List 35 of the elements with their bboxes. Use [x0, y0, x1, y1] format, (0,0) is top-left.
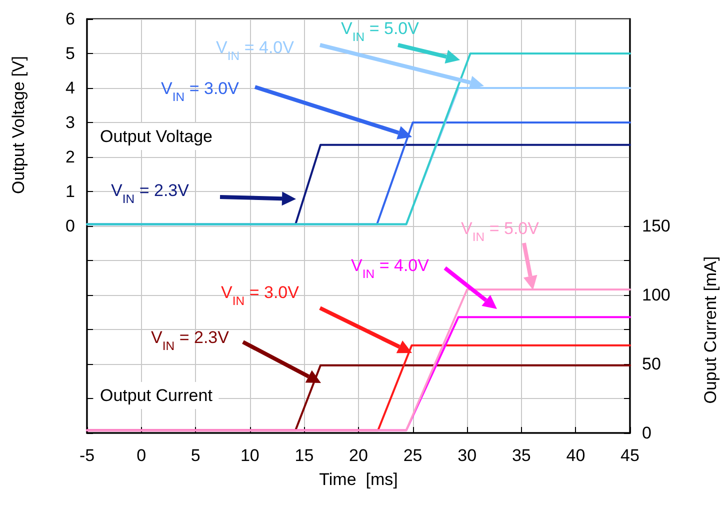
x-tick-label: 45 — [620, 446, 640, 465]
y-tick-label: 4 — [66, 78, 75, 98]
annotation: V$_{IN}$ = 4.0V — [351, 256, 430, 281]
annotation: Output Voltage — [100, 127, 212, 146]
annotation: V$_{IN}$ = 4.0V — [216, 38, 295, 63]
annotation: Output Current — [100, 386, 213, 405]
annotation: V$_{IN}$ = 3.0V — [221, 283, 300, 308]
y-tick-label: 2 — [66, 148, 75, 166]
x-tick-label: 0 — [136, 446, 146, 465]
y2-tick-label: 0 — [642, 424, 652, 442]
y2-tick-label: 100 — [642, 286, 670, 304]
annotation: V$_{IN}$ = 2.3V — [151, 328, 230, 353]
y2-axis-title: Ouput Current [mA] — [701, 256, 720, 404]
annotation: V$_{IN}$ = 5.0V — [341, 19, 420, 44]
x-axis-title: Time [ms] — [319, 470, 398, 489]
annotation: V$_{IN}$ = 3.0V — [161, 79, 240, 104]
x-tick-label: 5 — [190, 446, 200, 465]
y-tick-label: 6 — [66, 10, 75, 28]
y-tick-label: 0 — [66, 216, 75, 236]
x-tick-label: 10 — [240, 446, 260, 465]
y-tick-label: 5 — [66, 44, 75, 63]
x-tick-label: 30 — [458, 446, 477, 465]
y-tick-label: 1 — [66, 182, 75, 201]
y-axis-title: Output Voltage [V] — [9, 56, 28, 194]
annotation: V$_{IN}$ = 5.0V — [461, 219, 540, 244]
x-tick-label: 15 — [294, 446, 314, 465]
y2-tick-label: 150 — [642, 216, 670, 236]
x-tick-label: 25 — [403, 446, 422, 465]
x-tick-label: -5 — [79, 446, 95, 465]
y2-tick-label: 50 — [642, 354, 661, 374]
x-tick-label: 20 — [349, 446, 368, 465]
annotation: V$_{IN}$ = 2.3V — [111, 181, 190, 206]
y-tick-label: 3 — [66, 113, 75, 132]
x-tick-label: 35 — [512, 446, 531, 465]
x-tick-label: 40 — [566, 446, 586, 465]
